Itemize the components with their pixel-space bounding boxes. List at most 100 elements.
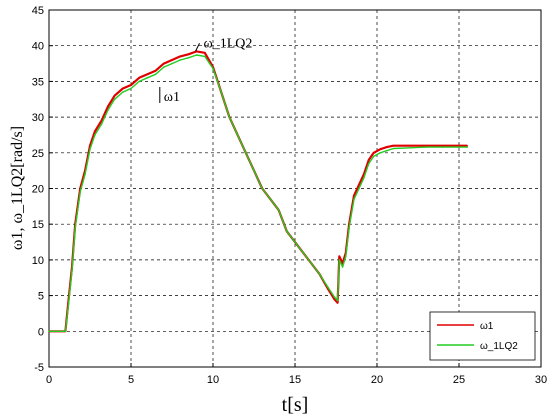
x-axis-label: t[s] xyxy=(282,394,309,416)
x-tick-label: 5 xyxy=(128,374,134,386)
data-point-omega1 xyxy=(171,59,173,61)
data-point-omega-lq2 xyxy=(358,187,360,190)
data-point-omega-lq2 xyxy=(425,146,428,148)
y-tick-label: 10 xyxy=(32,255,44,267)
y-tick-label: 15 xyxy=(32,219,44,231)
data-point-omega-lq2 xyxy=(441,146,444,148)
data-point-omega1 xyxy=(409,144,411,147)
data-point-omega1 xyxy=(154,69,157,72)
data-point-omega-lq2 xyxy=(327,286,329,288)
data-point-omega1 xyxy=(441,144,444,147)
data-point-omega-lq2 xyxy=(163,66,165,68)
data-point-omega-lq2 xyxy=(368,162,370,165)
data-point-omega-lq2 xyxy=(336,299,339,302)
data-point-omega-lq2 xyxy=(107,109,109,111)
data-point-omega-lq2 xyxy=(89,148,91,151)
data-point-omega-lq2 xyxy=(341,266,344,268)
y-tick-label: 0 xyxy=(38,326,44,338)
data-point-omega-lq2 xyxy=(245,152,247,154)
data-point-omega-lq2 xyxy=(318,273,321,275)
data-point-omega-lq2 xyxy=(310,262,313,265)
data-point-omega1 xyxy=(204,52,206,54)
omega-lq2-annotation-label: ω_1LQ2 xyxy=(204,36,253,51)
x-tick-label: 0 xyxy=(46,374,52,386)
data-point-omega1 xyxy=(338,255,341,258)
data-point-omega1 xyxy=(392,144,395,147)
data-point-omega1 xyxy=(100,119,103,122)
data-point-omega-lq2 xyxy=(372,155,375,158)
data-point-omega1 xyxy=(379,148,382,151)
x-tick-label: 20 xyxy=(371,374,383,386)
data-point-omega1 xyxy=(94,130,96,133)
y-tick-label: 45 xyxy=(32,5,44,17)
data-point-omega1 xyxy=(138,77,140,79)
y-tick-label: 20 xyxy=(32,184,44,196)
data-point-omega-lq2 xyxy=(79,191,81,193)
data-point-omega-lq2 xyxy=(286,230,288,233)
data-point-omega1 xyxy=(187,53,190,56)
data-point-omega-lq2 xyxy=(146,77,149,79)
data-point-omega-lq2 xyxy=(261,187,264,190)
data-point-omega1 xyxy=(458,144,460,147)
data-point-omega1 xyxy=(358,184,360,186)
data-point-omega-lq2 xyxy=(84,173,86,176)
y-tick-label: 35 xyxy=(32,76,44,88)
data-point-omega-lq2 xyxy=(302,251,305,254)
data-point-omega-lq2 xyxy=(363,176,365,179)
data-point-omega-lq2 xyxy=(187,57,190,59)
data-point-omega-lq2 xyxy=(277,209,280,211)
data-point-omega-lq2 xyxy=(195,54,198,56)
y-axis-label: ω1, ω_1LQ2[rad/s] xyxy=(9,126,26,250)
data-point-omega-lq2 xyxy=(348,226,350,229)
data-point-omega-lq2 xyxy=(154,73,157,76)
data-point-omega-lq2 xyxy=(100,123,103,126)
data-point-omega-lq2 xyxy=(179,59,181,61)
data-point-omega1 xyxy=(107,105,109,108)
data-point-omega1 xyxy=(179,55,181,58)
omega-lq2-annotation-arrow xyxy=(195,43,200,52)
data-point-omega-lq2 xyxy=(48,330,50,333)
data-point-omega-lq2 xyxy=(113,98,116,101)
data-point-omega1 xyxy=(425,144,428,147)
series-group xyxy=(48,50,469,333)
grid xyxy=(49,10,541,367)
x-tick-label: 15 xyxy=(289,374,301,386)
data-point-omega-lq2 xyxy=(204,55,206,58)
data-point-omega-lq2 xyxy=(409,147,411,149)
data-point-omega-lq2 xyxy=(171,62,173,65)
data-point-omega-lq2 xyxy=(333,296,336,298)
data-point-omega1 xyxy=(466,144,469,147)
x-tick-label: 30 xyxy=(535,374,547,386)
data-point-omega-lq2 xyxy=(212,67,214,70)
y-tick-label: 25 xyxy=(32,148,44,160)
data-point-omega-lq2 xyxy=(386,149,388,152)
legend-label-omega-lq2: ω_1LQ2 xyxy=(480,341,518,352)
data-point-omega-lq2 xyxy=(236,134,239,136)
legend-label-omega1: ω1 xyxy=(480,321,494,332)
y-tick-label: -5 xyxy=(34,362,44,374)
data-point-omega-lq2 xyxy=(392,147,395,150)
legend-box xyxy=(429,311,536,361)
data-point-omega1 xyxy=(372,152,375,154)
data-point-omega-lq2 xyxy=(94,134,96,136)
annotations: ω1 ω_1LQ2 xyxy=(159,36,253,105)
data-point-omega1 xyxy=(122,87,124,90)
data-point-omega-lq2 xyxy=(130,87,132,90)
data-point-omega1 xyxy=(146,73,149,76)
x-tick-label: 10 xyxy=(207,374,219,386)
data-point-omega1 xyxy=(336,301,339,304)
data-point-omega1 xyxy=(333,298,336,300)
y-tick-label: 40 xyxy=(32,41,44,53)
data-point-omega-lq2 xyxy=(228,116,231,118)
data-point-omega-lq2 xyxy=(138,80,140,83)
data-point-omega-lq2 xyxy=(353,198,355,201)
data-point-omega-lq2 xyxy=(67,309,69,311)
y-tick-label: 5 xyxy=(38,291,44,303)
data-point-omega-lq2 xyxy=(253,169,255,172)
data-point-omega-lq2 xyxy=(74,226,77,229)
data-point-omega-lq2 xyxy=(122,91,124,93)
data-point-omega1 xyxy=(386,146,388,148)
data-point-omega-lq2 xyxy=(294,241,296,243)
data-point-omega1 xyxy=(353,194,355,197)
